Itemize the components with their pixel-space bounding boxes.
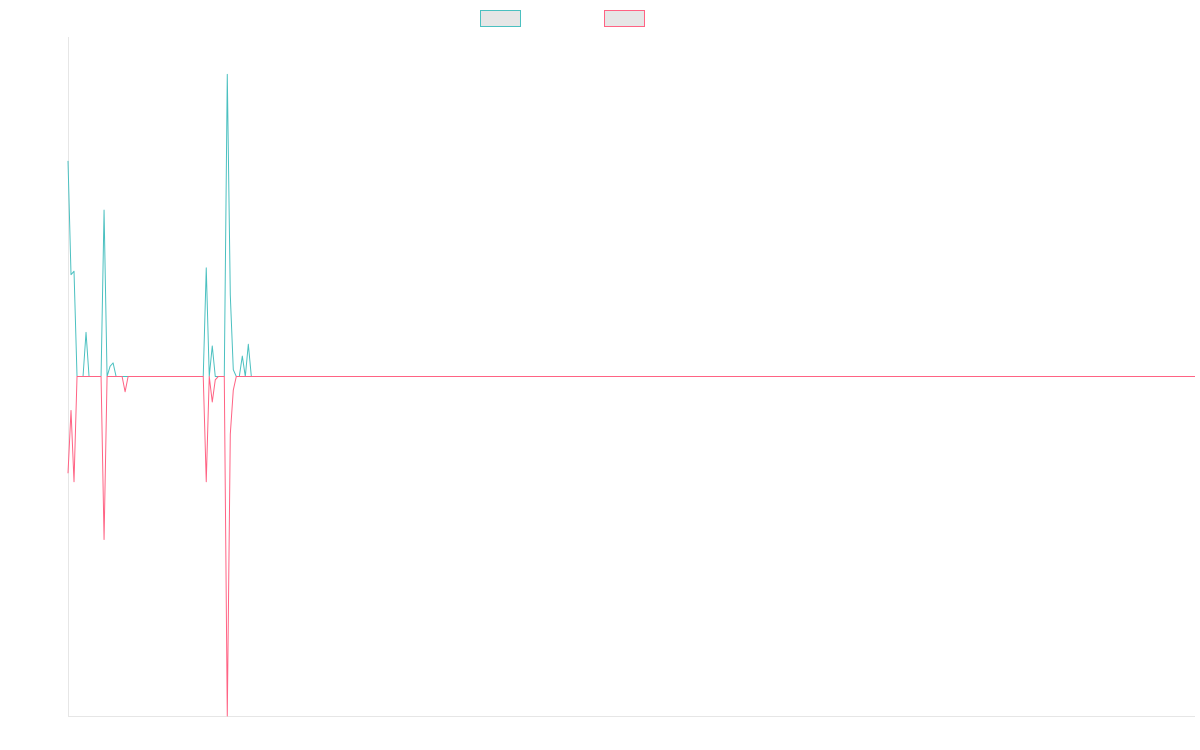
axes	[68, 37, 1195, 717]
legend-swatch-series-2[interactable]	[604, 10, 645, 27]
legend-swatch-series-1[interactable]	[480, 10, 521, 27]
plot-area	[67, 73, 1195, 717]
series-line-2	[67, 376, 1195, 717]
legend[interactable]	[480, 10, 645, 27]
series-line-1	[67, 73, 1195, 377]
